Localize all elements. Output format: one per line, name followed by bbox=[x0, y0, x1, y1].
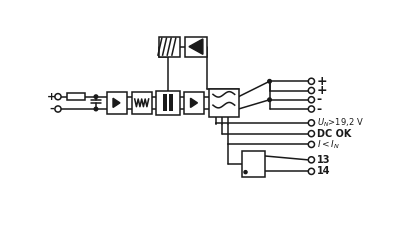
Circle shape bbox=[308, 131, 315, 137]
Text: $I<I_N$: $I<I_N$ bbox=[317, 138, 340, 151]
Text: +: + bbox=[317, 84, 328, 97]
Circle shape bbox=[268, 80, 271, 83]
Circle shape bbox=[308, 87, 315, 94]
Text: -: - bbox=[49, 104, 54, 114]
Bar bbox=[67, 93, 85, 100]
Bar bbox=[242, 151, 265, 177]
Text: +: + bbox=[47, 92, 56, 102]
Circle shape bbox=[94, 107, 98, 111]
Circle shape bbox=[308, 120, 315, 126]
Bar bbox=[169, 94, 173, 111]
Bar bbox=[132, 92, 152, 114]
Circle shape bbox=[308, 78, 315, 84]
Circle shape bbox=[268, 98, 271, 101]
Bar bbox=[209, 89, 239, 117]
Text: $U_N$>19,2 V: $U_N$>19,2 V bbox=[317, 117, 364, 129]
Bar bbox=[184, 92, 204, 114]
Text: +: + bbox=[317, 75, 328, 88]
Text: 13: 13 bbox=[317, 155, 330, 165]
Text: -: - bbox=[317, 102, 322, 115]
Circle shape bbox=[55, 106, 61, 112]
Circle shape bbox=[308, 106, 315, 112]
Polygon shape bbox=[189, 39, 203, 54]
Text: 14: 14 bbox=[317, 166, 330, 176]
Bar bbox=[185, 37, 207, 57]
Text: DC OK: DC OK bbox=[317, 129, 351, 139]
Circle shape bbox=[94, 95, 98, 99]
Circle shape bbox=[308, 141, 315, 147]
Polygon shape bbox=[113, 98, 120, 107]
Circle shape bbox=[308, 168, 315, 174]
Bar bbox=[107, 92, 127, 114]
Bar bbox=[159, 37, 180, 57]
Bar bbox=[156, 91, 180, 115]
Bar bbox=[163, 94, 167, 111]
Text: -: - bbox=[317, 93, 322, 106]
Circle shape bbox=[308, 97, 315, 103]
Circle shape bbox=[308, 157, 315, 163]
Polygon shape bbox=[191, 98, 197, 107]
Circle shape bbox=[55, 94, 61, 100]
Circle shape bbox=[244, 171, 247, 174]
